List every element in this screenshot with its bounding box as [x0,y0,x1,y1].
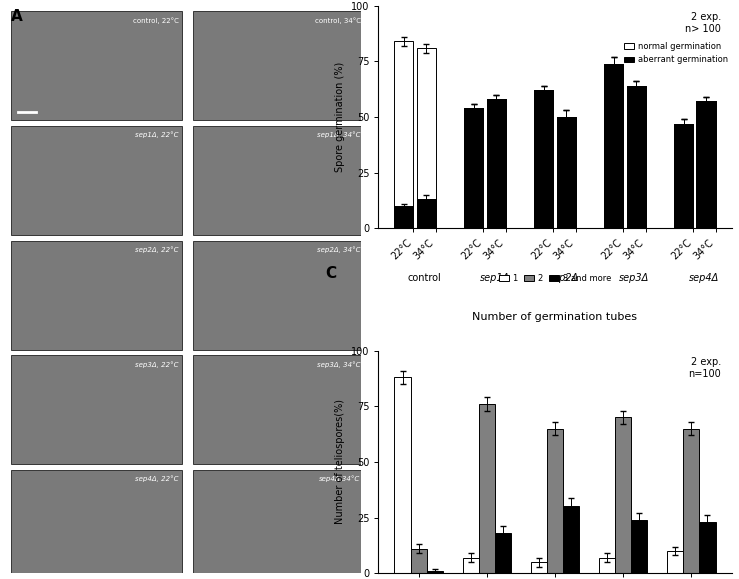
Bar [464,108,483,228]
Bar [427,571,443,573]
Bar [11,12,183,120]
Bar [495,533,511,573]
Legend: 1, 2, 3 and more: 1, 2, 3 and more [496,270,614,286]
Bar [534,90,554,228]
Text: sep1Δ, 34°C: sep1Δ, 34°C [317,132,361,138]
Bar [674,124,693,228]
Bar [627,86,646,228]
Text: sep2Δ, 34°C: sep2Δ, 34°C [317,247,361,253]
Y-axis label: Number of teliospores(%): Number of teliospores(%) [336,400,345,525]
Bar [11,126,183,235]
Bar [556,117,576,228]
Bar [464,108,483,228]
Bar [547,428,563,573]
Legend: normal germination, aberrant germination: normal germination, aberrant germination [621,39,731,68]
Bar [534,90,554,228]
Title: Number of germination tubes: Number of germination tubes [472,312,638,322]
Bar [193,126,364,235]
Bar [674,124,693,228]
Bar [531,562,547,573]
Text: sep3Δ, 34°C: sep3Δ, 34°C [317,361,361,368]
Text: sep3Δ, 22°C: sep3Δ, 22°C [135,361,179,368]
Text: sep3Δ: sep3Δ [619,273,650,283]
Text: sep4Δ: sep4Δ [689,273,720,283]
Text: 2 exp.
n=100: 2 exp. n=100 [688,357,721,379]
Text: sep2Δ, 22°C: sep2Δ, 22°C [135,247,179,253]
Bar [699,522,715,573]
Text: sep2Δ: sep2Δ [549,273,579,283]
Bar [631,520,647,573]
Bar [556,117,576,228]
Bar [615,417,631,573]
Text: B: B [325,0,337,3]
Bar [193,241,364,350]
Y-axis label: Spore germination (%): Spore germination (%) [336,62,345,172]
Bar [11,241,183,350]
Bar [486,99,505,228]
Bar [417,199,436,228]
Text: sep1Δ: sep1Δ [480,273,510,283]
Bar [605,64,623,228]
Bar [605,64,623,228]
Bar [479,404,495,573]
Bar [193,356,364,464]
Text: control, 34°C: control, 34°C [315,17,361,24]
Text: control: control [408,273,441,283]
Bar [193,470,364,579]
Text: A: A [11,9,23,24]
Bar [696,101,715,228]
Bar [683,428,699,573]
Text: control, 22°C: control, 22°C [133,17,179,24]
Bar [395,41,413,228]
Bar [11,356,183,464]
Bar [11,470,183,579]
Bar [486,99,505,228]
Bar [411,549,427,573]
Bar [696,101,715,228]
Text: sep4Δ,34°C: sep4Δ,34°C [319,475,361,482]
Bar [667,551,683,573]
Bar [193,12,364,120]
Text: C: C [325,266,336,281]
Text: 2 exp.
n> 100: 2 exp. n> 100 [685,13,721,34]
Bar [395,378,411,573]
Bar [627,86,646,228]
Bar [563,507,579,573]
Bar [463,558,479,573]
Bar [395,206,413,228]
Text: sep1Δ, 22°C: sep1Δ, 22°C [135,132,179,138]
Bar [417,48,436,228]
Bar [599,558,615,573]
Text: sep4Δ, 22°C: sep4Δ, 22°C [135,475,179,482]
